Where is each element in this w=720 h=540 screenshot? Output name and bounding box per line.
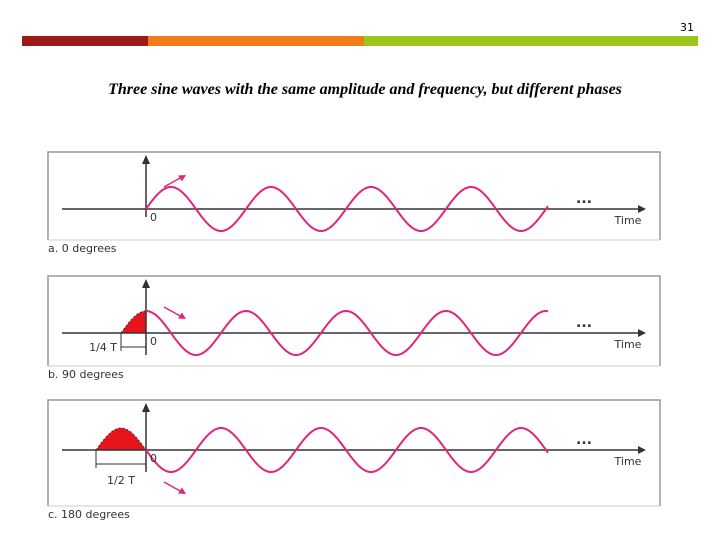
origin-label: 0 <box>150 335 157 348</box>
panel-frame <box>47 399 661 506</box>
direction-head <box>178 175 186 182</box>
arrow-head <box>638 446 646 454</box>
sine-wave <box>145 309 549 357</box>
arrow-head <box>142 279 150 288</box>
ellipsis: ... <box>576 315 592 331</box>
direction-arrow <box>163 306 183 318</box>
offset-label: 1/4 T <box>89 341 117 354</box>
offset-label: 1/2 T <box>107 474 135 487</box>
panel-frame <box>47 151 661 240</box>
panel-frame <box>47 275 661 366</box>
origin-label: 0 <box>150 452 157 465</box>
sine-wave <box>145 427 549 473</box>
panel-caption: c. 180 degrees <box>48 508 130 521</box>
arrow-head <box>638 205 646 213</box>
ellipsis: ... <box>576 432 592 448</box>
panel-caption: a. 0 degrees <box>48 242 117 255</box>
origin-label: 0 <box>150 211 157 224</box>
slide-title: Three sine waves with the same amplitude… <box>108 81 622 98</box>
page-number: 31 <box>680 21 694 34</box>
axis-label: Time <box>614 455 642 468</box>
arrow-head <box>638 329 646 337</box>
axis-label: Time <box>614 338 642 351</box>
header-bar <box>148 36 364 46</box>
direction-arrow <box>163 176 183 188</box>
header-bar <box>22 36 148 46</box>
arrow-head <box>142 155 150 164</box>
ellipsis: ... <box>576 191 592 207</box>
arrow-head <box>142 403 150 412</box>
phase-area <box>120 310 147 334</box>
phase-area <box>95 427 147 451</box>
direction-arrow <box>163 481 183 493</box>
sine-wave <box>145 186 549 232</box>
header-bar <box>364 36 698 46</box>
axis-label: Time <box>614 214 642 227</box>
panel-caption: b. 90 degrees <box>48 368 124 381</box>
direction-head <box>178 312 186 319</box>
direction-head <box>178 487 186 494</box>
